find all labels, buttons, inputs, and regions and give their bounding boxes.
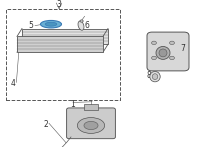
Bar (6, 9, 120, 100)
Text: 3: 3 (57, 0, 61, 9)
Text: 2: 2 (44, 120, 48, 129)
Ellipse shape (77, 118, 105, 133)
Ellipse shape (78, 21, 84, 30)
FancyBboxPatch shape (67, 108, 115, 139)
Text: 5: 5 (29, 21, 33, 30)
Bar (84, 104, 98, 110)
Circle shape (80, 20, 83, 22)
Ellipse shape (150, 71, 160, 82)
Text: 4: 4 (11, 79, 15, 88)
Text: 1: 1 (71, 100, 75, 109)
Circle shape (152, 56, 156, 60)
Text: 7: 7 (181, 44, 185, 53)
Bar (17, 36, 103, 52)
Ellipse shape (159, 49, 167, 57)
Text: 8: 8 (147, 71, 151, 80)
Circle shape (170, 56, 174, 60)
Circle shape (170, 41, 174, 45)
Ellipse shape (40, 20, 62, 28)
FancyBboxPatch shape (147, 32, 189, 71)
Ellipse shape (152, 74, 158, 80)
Text: 6: 6 (85, 21, 89, 30)
Circle shape (152, 41, 156, 45)
Ellipse shape (156, 46, 170, 59)
Ellipse shape (45, 22, 57, 26)
Ellipse shape (84, 121, 98, 130)
Bar (22, 29, 108, 44)
